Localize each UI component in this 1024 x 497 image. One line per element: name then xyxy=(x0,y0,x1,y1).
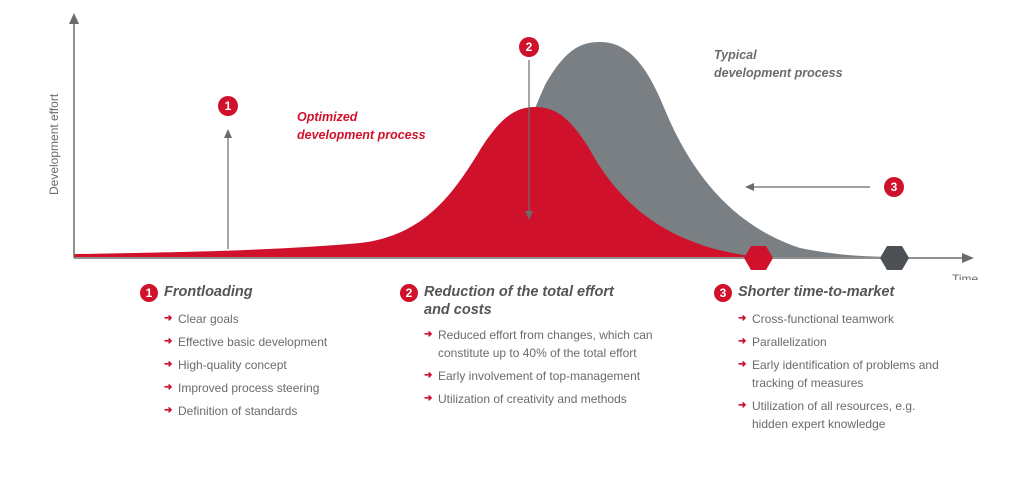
list-item: ➜ Definition of standards xyxy=(164,404,298,418)
list-item: ➜ Reduced effort from changes, which can … xyxy=(424,328,653,360)
arrow-bullet-icon: ➜ xyxy=(164,405,173,416)
time-to-market-title: Shorter time-to-market xyxy=(738,284,895,300)
arrow-bullet-icon: ➜ xyxy=(424,393,433,404)
marker-2-badge xyxy=(519,37,539,57)
reduction-heading: 2 Reduction of the total effort and cost… xyxy=(400,283,670,319)
arrow-bullet-icon: ➜ xyxy=(738,336,747,347)
y-axis-arrowhead xyxy=(69,13,79,24)
typical-end-hexagon xyxy=(880,246,909,270)
arrow-bullet-icon: ➜ xyxy=(738,400,747,411)
marker-3-badge xyxy=(884,177,904,197)
x-axis-label: Time xyxy=(952,272,979,280)
optimized-process-label: Optimized development process xyxy=(297,110,426,142)
time-to-market-list: ➜ Cross-functional teamwork ➜ Parallelizat… xyxy=(738,310,953,433)
frontloading-list: ➜ Clear goals ➜ Effective basic developmen… xyxy=(164,310,370,420)
frontloading-title: Frontloading xyxy=(164,284,253,300)
marker-2-number: 2 xyxy=(526,40,533,54)
marker-1-number: 1 xyxy=(225,99,232,113)
typical-process-curve xyxy=(74,42,905,257)
optimized-end-hexagon xyxy=(744,246,773,270)
list-item: ➜ Effective basic development xyxy=(164,335,328,349)
y-axis-label: Development effort xyxy=(47,93,61,195)
list-item: ➜ Improved process steering xyxy=(164,381,320,395)
reduction-list: ➜ Reduced effort from changes, which can … xyxy=(424,326,654,408)
arrow-bullet-icon: ➜ xyxy=(164,313,173,324)
arrow-bullet-icon: ➜ xyxy=(424,329,433,340)
time-to-market-number-badge: 3 xyxy=(714,284,732,302)
marker-1-badge xyxy=(218,96,238,116)
list-item: ➜ Early identification of problems and tr… xyxy=(738,358,939,390)
marker-1-arrowhead xyxy=(224,129,232,138)
time-to-market-heading: 3 Shorter time-to-market xyxy=(714,283,974,302)
list-item: ➜ Parallelization xyxy=(738,335,827,349)
marker-2-arrowhead xyxy=(525,211,533,220)
list-item: ➜ Cross-functional teamwork xyxy=(738,312,895,326)
list-item: ➜ Utilization of all resources, e.g. hidd… xyxy=(738,399,916,431)
frontloading-column: 1 Frontloading ➜ Clear goals ➜ Effective b… xyxy=(140,283,370,425)
list-item: ➜ High-quality concept xyxy=(164,358,287,372)
marker-3-number: 3 xyxy=(891,180,898,194)
time-to-market-column: 3 Shorter time-to-market ➜ Cross-function… xyxy=(714,283,974,438)
x-axis-arrowhead xyxy=(962,253,974,263)
reduction-title: Reduction of the total effort and costs xyxy=(424,284,614,318)
arrow-bullet-icon: ➜ xyxy=(164,336,173,347)
reduction-column: 2 Reduction of the total effort and cost… xyxy=(400,283,670,413)
effort-diagram: Development effort Time 1 2 3 Optimized … xyxy=(47,13,979,280)
arrow-bullet-icon: ➜ xyxy=(164,382,173,393)
optimized-process-curve xyxy=(74,107,760,257)
arrow-bullet-icon: ➜ xyxy=(424,370,433,381)
marker-3-arrowhead xyxy=(745,183,754,191)
frontloading-heading: 1 Frontloading xyxy=(140,283,370,302)
arrow-bullet-icon: ➜ xyxy=(738,313,747,324)
list-item: ➜ Early involvement of top-management xyxy=(424,369,641,383)
arrow-bullet-icon: ➜ xyxy=(164,359,173,370)
reduction-number-badge: 2 xyxy=(400,284,418,302)
frontloading-number-badge: 1 xyxy=(140,284,158,302)
typical-process-label: Typical development process xyxy=(714,48,843,80)
arrow-bullet-icon: ➜ xyxy=(738,359,747,370)
list-item: ➜ Utilization of creativity and methods xyxy=(424,392,627,406)
list-item: ➜ Clear goals xyxy=(164,312,239,326)
